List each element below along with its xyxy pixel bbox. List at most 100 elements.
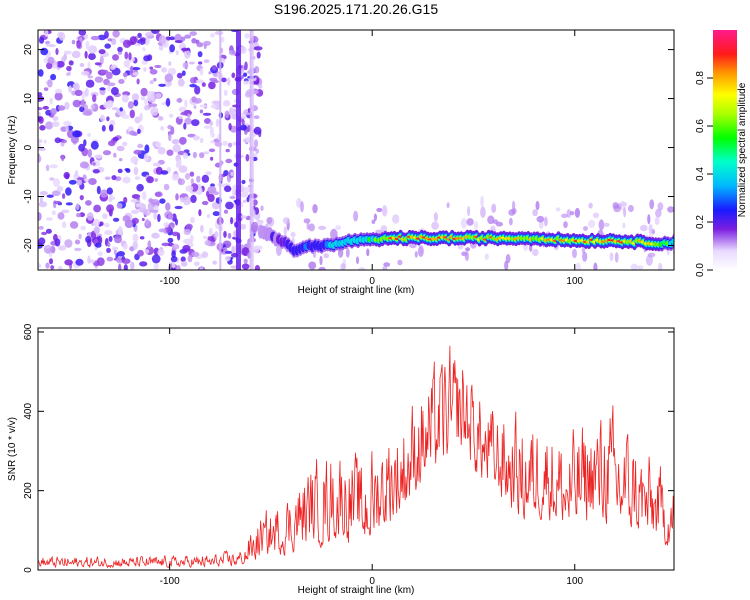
noise-blob bbox=[123, 196, 128, 204]
noise-blob bbox=[115, 176, 122, 182]
noise-blob bbox=[226, 77, 231, 86]
noise-blob bbox=[122, 176, 131, 184]
noise-blob bbox=[203, 43, 207, 50]
noise-blob bbox=[80, 98, 86, 108]
noise-blob bbox=[112, 30, 120, 38]
noise-blob bbox=[312, 204, 318, 214]
noise-blob bbox=[99, 87, 106, 91]
noise-blob bbox=[376, 207, 383, 213]
noise-blob bbox=[143, 55, 151, 62]
noise-blob bbox=[93, 154, 103, 159]
noise-blob bbox=[42, 105, 49, 110]
noise-blob bbox=[209, 120, 213, 127]
noise-blob bbox=[54, 238, 61, 247]
noise-blob bbox=[184, 117, 192, 125]
noise-blob bbox=[51, 190, 61, 197]
noise-blob bbox=[106, 187, 114, 195]
noise-blob bbox=[147, 90, 156, 100]
noise-blob bbox=[225, 148, 230, 153]
noise-blob bbox=[45, 40, 51, 45]
noise-blob bbox=[171, 139, 180, 145]
noise-blob bbox=[190, 194, 197, 204]
noise-blob bbox=[492, 219, 499, 224]
noise-blob bbox=[176, 72, 183, 79]
noise-blob bbox=[253, 46, 263, 51]
noise-blob bbox=[130, 261, 135, 270]
noise-blob bbox=[466, 218, 474, 226]
noise-blob bbox=[203, 125, 212, 129]
noise-blob bbox=[239, 215, 248, 219]
x-tick-label: 100 bbox=[566, 276, 583, 287]
noise-blob bbox=[47, 79, 53, 88]
noise-blob bbox=[188, 61, 195, 65]
noise-blob bbox=[532, 209, 538, 217]
noise-blob bbox=[141, 191, 147, 201]
noise-blob bbox=[88, 178, 97, 185]
cb-tick-label: 0.4 bbox=[695, 167, 706, 181]
noise-blob bbox=[50, 108, 57, 116]
noise-blob bbox=[117, 225, 123, 235]
noise-blob bbox=[170, 255, 178, 263]
noise-blob bbox=[242, 199, 247, 203]
noise-blob bbox=[183, 122, 187, 130]
noise-blob bbox=[111, 107, 119, 111]
noise-blob bbox=[78, 30, 87, 36]
noise-blob bbox=[232, 188, 236, 197]
noise-blob bbox=[204, 240, 212, 246]
noise-blob bbox=[645, 254, 653, 266]
noise-blob bbox=[231, 245, 235, 254]
noise-blob bbox=[76, 213, 81, 218]
noise-blob bbox=[136, 183, 144, 192]
noise-blob bbox=[143, 67, 147, 72]
noise-blob bbox=[110, 87, 119, 96]
noise-blob bbox=[583, 226, 588, 231]
noise-blob bbox=[103, 222, 110, 228]
noise-blob bbox=[535, 200, 540, 211]
noise-blob bbox=[151, 232, 160, 239]
noise-blob bbox=[176, 265, 181, 270]
noise-blob bbox=[592, 212, 600, 219]
noise-blob bbox=[46, 194, 54, 198]
noise-blob bbox=[38, 263, 42, 269]
noise-blob bbox=[108, 236, 113, 242]
noise-blob bbox=[266, 217, 273, 225]
noise-blob bbox=[147, 240, 152, 250]
noise-blob bbox=[446, 202, 450, 209]
noise-blob bbox=[104, 43, 111, 49]
noise-blob bbox=[192, 151, 197, 159]
noise-blob bbox=[208, 227, 213, 236]
noise-blob bbox=[228, 107, 235, 115]
noise-blob bbox=[158, 228, 167, 233]
noise-blob bbox=[132, 241, 138, 250]
noise-blob bbox=[208, 71, 212, 75]
y-tick-label: -20 bbox=[23, 238, 34, 253]
noise-blob bbox=[93, 218, 100, 227]
noise-blob bbox=[46, 217, 53, 221]
noise-blob bbox=[118, 79, 125, 84]
noise-blob bbox=[649, 199, 655, 210]
noise-blob bbox=[68, 85, 73, 93]
noise-blob bbox=[122, 114, 130, 119]
noise-blob bbox=[166, 149, 174, 156]
noise-blob bbox=[143, 153, 149, 162]
noise-blob bbox=[131, 93, 140, 102]
noise-blob bbox=[40, 47, 49, 56]
noise-blob bbox=[154, 191, 162, 197]
noise-blob bbox=[193, 261, 200, 267]
noise-blob bbox=[38, 201, 48, 208]
noise-blob bbox=[194, 98, 202, 104]
noise-blob bbox=[178, 165, 188, 173]
noise-blob bbox=[176, 98, 183, 103]
noise-blob bbox=[210, 156, 214, 161]
noise-blob bbox=[630, 263, 638, 270]
noise-blob bbox=[75, 203, 80, 211]
noise-blob bbox=[84, 50, 88, 59]
noise-blob bbox=[207, 186, 217, 194]
noise-blob bbox=[189, 31, 197, 36]
noise-blob bbox=[366, 248, 370, 257]
y-tick-label: 0 bbox=[23, 567, 34, 573]
noise-blob bbox=[473, 221, 479, 230]
noise-blob bbox=[225, 158, 233, 164]
noise-blob bbox=[204, 118, 211, 124]
noise-blob bbox=[563, 221, 568, 229]
